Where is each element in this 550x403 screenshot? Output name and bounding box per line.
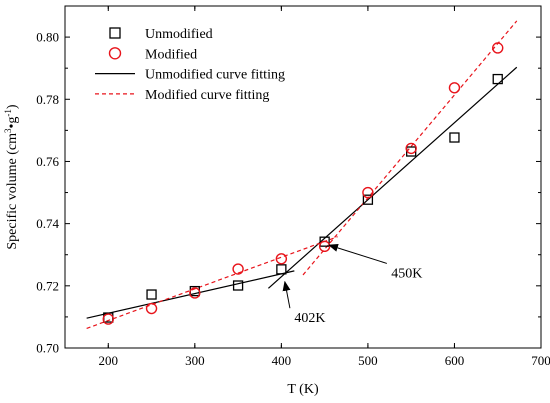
modified-point	[405, 142, 417, 155]
legend-square-marker	[109, 27, 121, 39]
x-tick-label: 200	[99, 353, 119, 368]
y-tick-label: 0.70	[36, 341, 59, 356]
modified-fit-line	[302, 20, 518, 276]
y-tick-label: 0.72	[36, 278, 59, 293]
x-tick-label: 500	[358, 353, 378, 368]
modified-point	[275, 253, 288, 265]
unmodified-point	[319, 236, 330, 247]
unmodified-point	[232, 280, 244, 291]
unmodified-point	[492, 73, 503, 85]
axis-ticks	[65, 6, 542, 349]
modified-point	[362, 186, 374, 199]
legend-label: Modified	[145, 47, 197, 62]
modified-point	[102, 313, 114, 325]
legend-circle-marker	[108, 47, 122, 60]
annotation-label: 402K	[294, 311, 325, 326]
modified-point	[145, 302, 158, 315]
annotation-arrow	[282, 280, 291, 309]
annotation-label: 450K	[391, 266, 422, 281]
unmodified-point	[449, 132, 460, 143]
modified-point	[448, 82, 461, 94]
x-tick-label: 600	[445, 353, 465, 368]
unmodified-point	[362, 194, 374, 205]
unmodified-point	[146, 289, 157, 300]
modified-point	[492, 42, 504, 54]
data-points	[102, 42, 504, 325]
legend-label: Modified curve fitting	[145, 88, 269, 103]
y-tick-label: 0.76	[36, 154, 59, 169]
x-axis-label: T (K)	[287, 382, 319, 397]
plot-frame	[64, 5, 542, 349]
y-tick-label: 0.74	[36, 216, 59, 231]
legend-label: Unmodified	[145, 27, 213, 42]
legend-label: Unmodified curve fitting	[145, 68, 285, 83]
unmodified-fit-line	[267, 66, 518, 289]
unmodified-point	[276, 264, 287, 275]
modified-point	[232, 263, 244, 275]
y-axis-label: Specific volume (cm3•g-1)	[3, 104, 20, 250]
modified-fit-line	[86, 236, 338, 329]
y-tick-label: 0.80	[36, 30, 59, 45]
modified-point	[189, 287, 201, 299]
x-tick-label: 300	[185, 353, 205, 368]
legend: Unmodified Modified Unmodified curve fitti…	[95, 27, 285, 103]
annotations: 450K 402K	[282, 243, 422, 326]
x-tick-label: 400	[272, 353, 292, 368]
annotation-arrow	[328, 243, 388, 264]
y-tick-label: 0.78	[36, 92, 59, 107]
x-tick-label: 700	[531, 353, 550, 368]
tick-labels: 200 300 400 500 600 700 0.70 0.72 0.74 0.76 0.78 0.…	[36, 30, 550, 368]
